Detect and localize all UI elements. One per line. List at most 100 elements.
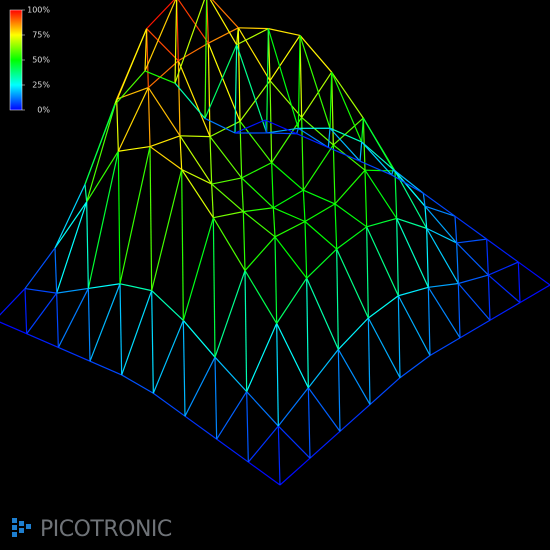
mesh-edge	[208, 27, 239, 44]
mesh-edge	[299, 35, 333, 73]
colorbar-tick-label: 50%	[32, 56, 50, 65]
mesh-edge	[144, 0, 177, 72]
surface-mesh	[0, 0, 550, 486]
mesh-edge	[302, 144, 334, 191]
mesh-edge	[149, 146, 153, 291]
mesh-edge	[329, 127, 361, 162]
mesh-edge	[366, 226, 369, 318]
mesh-edge	[214, 356, 248, 393]
mesh-edge	[0, 288, 26, 316]
mesh-edge	[144, 70, 176, 84]
mesh-edge	[184, 415, 218, 440]
mesh-edge	[334, 203, 368, 228]
mesh-edge	[391, 174, 424, 194]
mesh-edge	[301, 71, 333, 118]
mesh-edge	[392, 169, 424, 194]
colorbar	[9, 9, 23, 111]
mesh-edge	[332, 144, 336, 204]
mesh-edge	[276, 323, 279, 427]
mesh-edge	[331, 71, 363, 143]
mesh-edge	[273, 189, 304, 209]
mesh-edge	[399, 355, 431, 379]
mesh-edge	[146, 0, 175, 30]
mesh-edge	[426, 227, 457, 244]
mesh-edge	[236, 28, 269, 46]
mesh-edge	[242, 211, 246, 271]
mesh-edge	[56, 287, 89, 294]
mesh-edge	[242, 211, 276, 238]
mesh-edge	[114, 28, 148, 105]
mesh-edge	[237, 27, 241, 122]
mesh-edge	[273, 207, 306, 223]
logo-icon	[12, 518, 17, 523]
mesh-edge	[297, 35, 301, 129]
mesh-edge	[151, 290, 184, 321]
mesh-edge	[247, 425, 279, 463]
mesh-edge	[207, 42, 241, 122]
mesh-edge	[264, 119, 268, 134]
mesh-edge	[274, 220, 306, 238]
mesh-edge	[486, 238, 519, 263]
mesh-edge	[244, 270, 248, 392]
mesh-edge	[212, 217, 246, 271]
mesh-edge	[244, 270, 278, 324]
mesh-edge	[121, 374, 154, 394]
mesh-edge	[26, 333, 59, 349]
mesh-edge	[86, 201, 89, 289]
mesh-edge	[144, 28, 148, 71]
mesh-edge	[391, 169, 394, 176]
mesh-edge	[487, 274, 521, 304]
mesh-edge	[396, 217, 427, 229]
mesh-edge	[204, 117, 236, 134]
mesh-edge	[424, 205, 456, 217]
mesh-edge	[336, 226, 368, 250]
mesh-edge	[214, 357, 218, 440]
mesh-edge	[209, 136, 213, 185]
mesh-edge	[361, 141, 393, 176]
mesh-edge	[362, 117, 394, 170]
mesh-edge	[304, 203, 336, 223]
mesh-edge	[26, 292, 58, 335]
mesh-edge	[237, 27, 271, 81]
mesh-edge	[279, 457, 311, 486]
mesh-edge	[152, 392, 186, 417]
mesh-edge	[87, 288, 91, 362]
mesh-edge	[177, 0, 209, 44]
mesh-edge	[24, 288, 28, 334]
mesh-edge	[54, 201, 88, 249]
mesh-edge	[211, 184, 214, 218]
mesh-edge	[398, 286, 429, 297]
mesh-edge	[216, 391, 248, 440]
mesh-edge	[211, 177, 242, 185]
mesh-edge	[519, 284, 550, 304]
mesh-edge	[274, 236, 278, 324]
mesh-edge	[182, 217, 214, 321]
mesh-edge	[296, 133, 329, 149]
mesh-edge	[517, 261, 550, 286]
mesh-edge	[87, 151, 119, 289]
mesh-edge	[181, 168, 212, 185]
mesh-edge	[269, 80, 273, 163]
colorbar-ticks: 100% 75% 50% 25% 0%	[22, 6, 50, 115]
mesh-edge	[336, 248, 369, 319]
mesh-edge	[246, 391, 279, 427]
mesh-edge	[456, 242, 459, 284]
mesh-edge	[241, 162, 272, 179]
mesh-edge	[181, 169, 184, 321]
mesh-edge	[244, 236, 276, 271]
mesh-edge	[367, 295, 399, 319]
mesh-edge	[486, 239, 489, 276]
mesh-edge	[151, 290, 154, 394]
mesh-edge	[334, 203, 338, 250]
mesh-edge	[337, 317, 369, 350]
mesh-edge	[332, 117, 364, 146]
mesh-edge	[361, 141, 394, 170]
mesh-edge	[209, 136, 243, 179]
mesh-edge	[147, 60, 179, 89]
mesh-edge	[427, 287, 461, 339]
mesh-edge	[179, 135, 211, 138]
mesh-edge	[336, 249, 339, 350]
mesh-edge	[181, 169, 214, 219]
mesh-edge	[277, 426, 281, 486]
mesh-edge	[174, 0, 178, 84]
